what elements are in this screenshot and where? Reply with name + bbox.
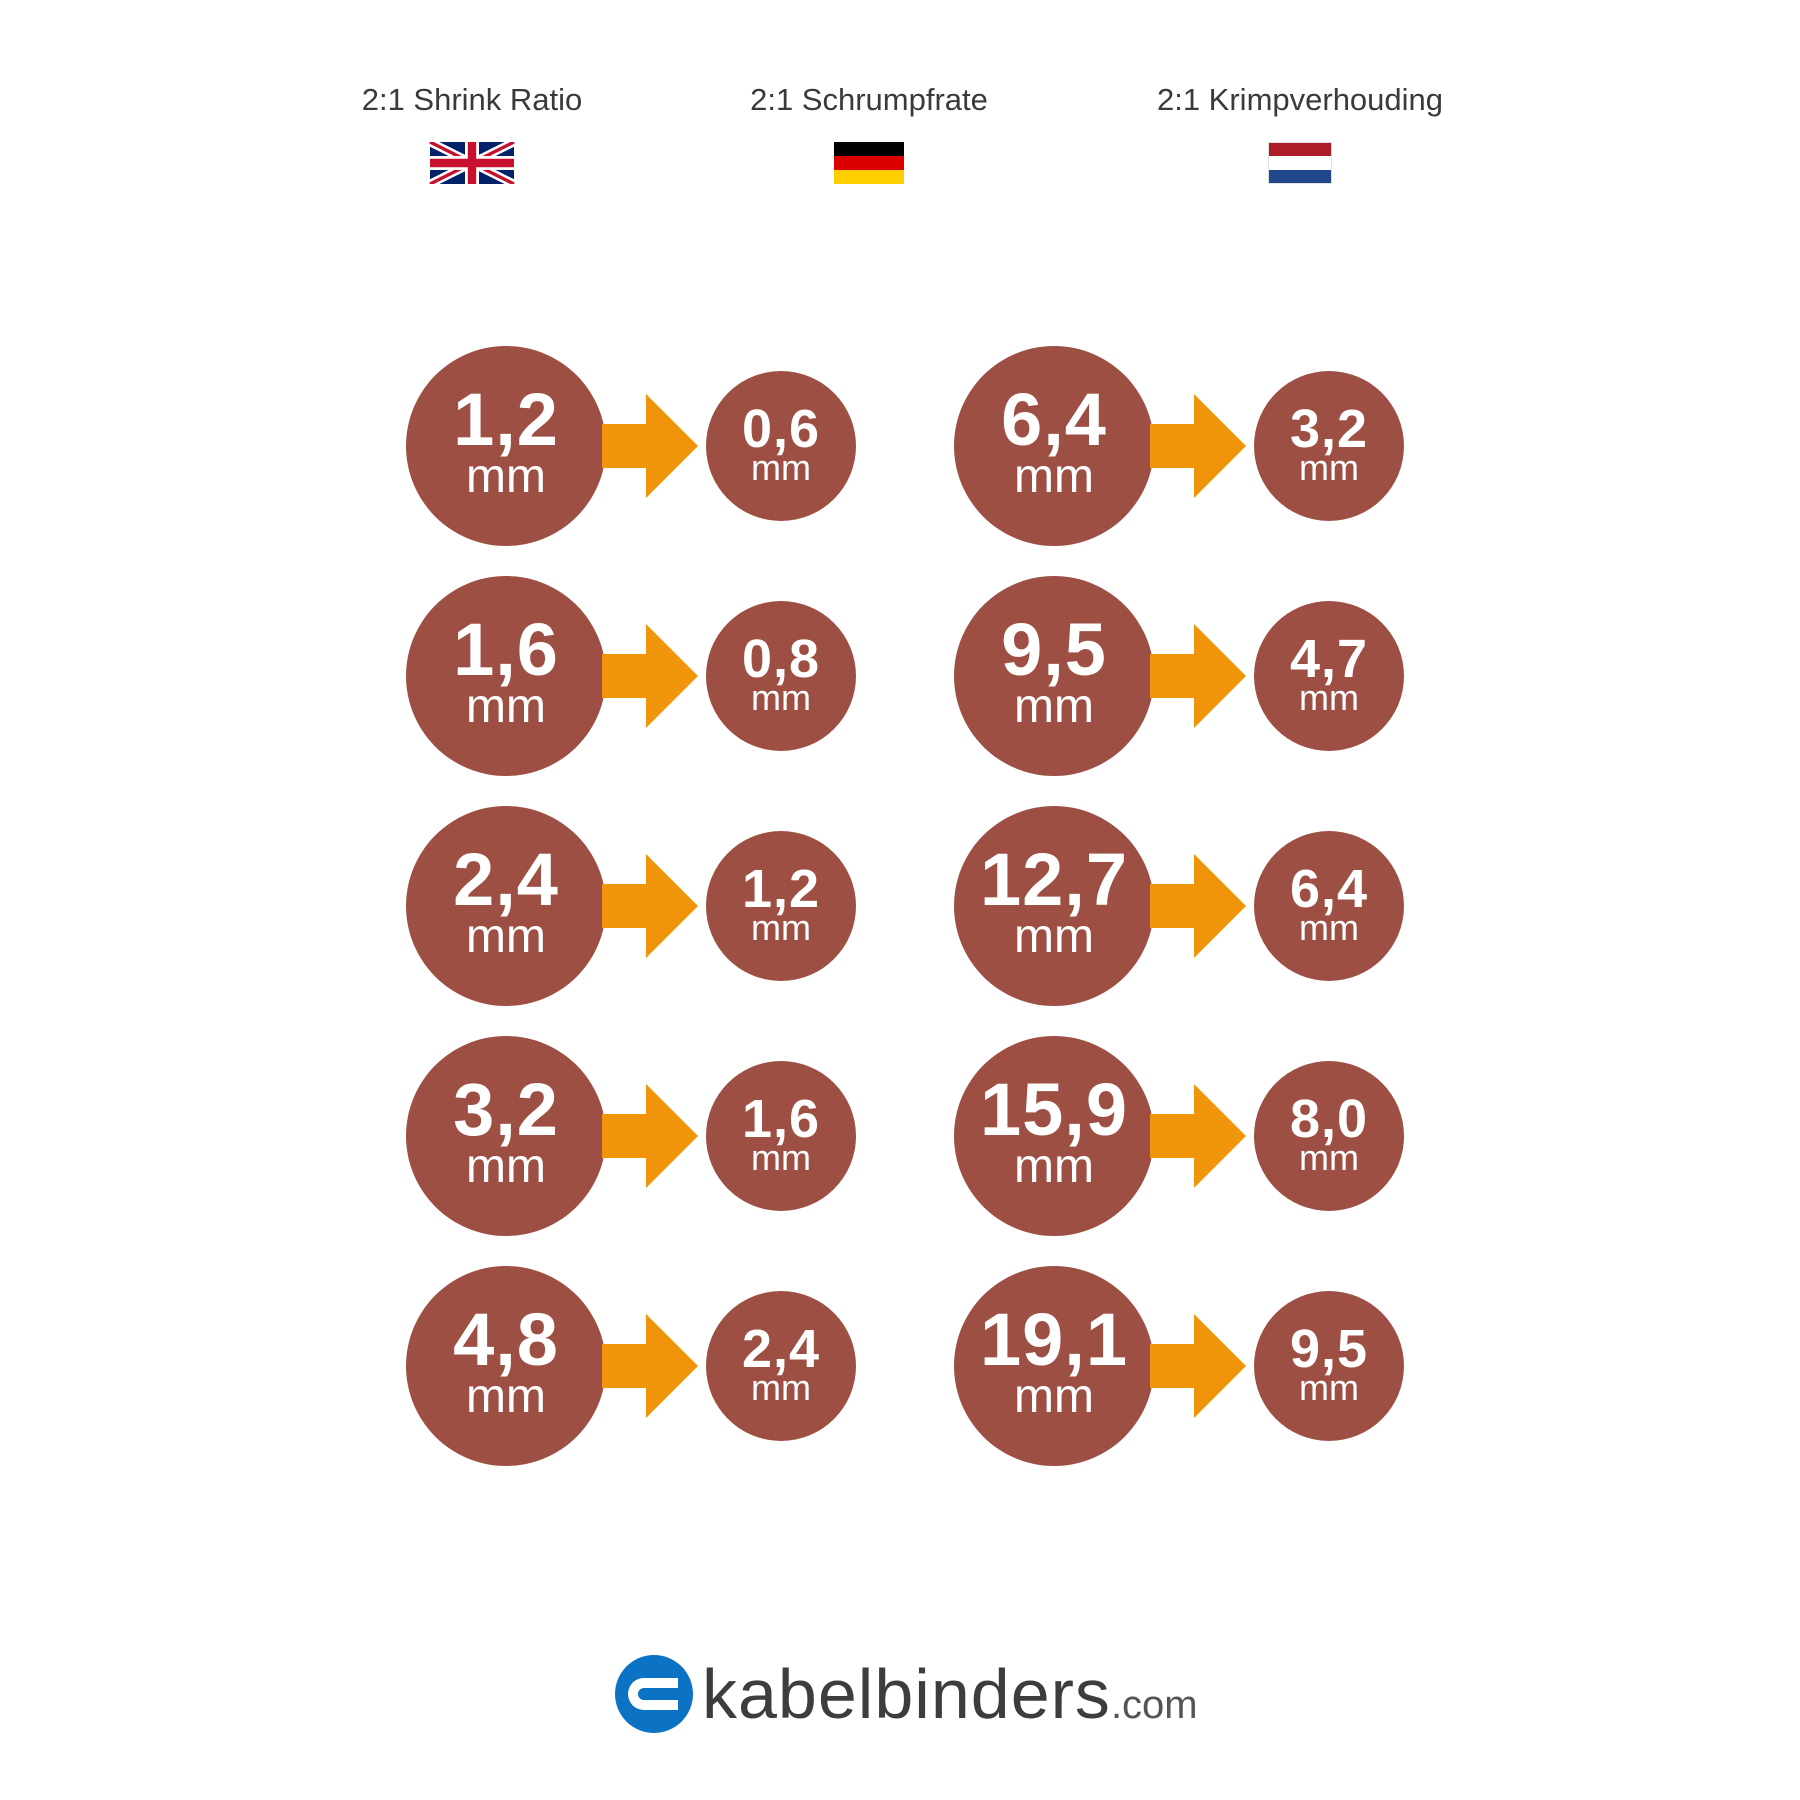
- shrunk-size-value: 8,0: [1289, 1089, 1369, 1149]
- original-size-unit: mm: [466, 1140, 546, 1193]
- shrunk-size-value: 1,2: [741, 859, 821, 919]
- shrunk-size-circle: 9,5 mm: [1254, 1291, 1404, 1441]
- shrunk-size-unit: mm: [1299, 1367, 1359, 1408]
- original-size-circle: 6,4 mm: [954, 346, 1154, 546]
- original-size-unit: mm: [466, 1370, 546, 1423]
- original-size-value: 12,7: [979, 838, 1129, 921]
- shrunk-size-value: 3,2: [1289, 399, 1369, 459]
- original-size-circle: 19,1 mm: [954, 1266, 1154, 1466]
- original-size-value: 1,2: [453, 378, 559, 461]
- shrunk-size-value: 9,5: [1289, 1319, 1369, 1379]
- shrunk-size-circle: 0,6 mm: [706, 371, 856, 521]
- size-pair: 15,9 mm 8,0 mm: [954, 1036, 1404, 1236]
- shrunk-size-circle: 8,0 mm: [1254, 1061, 1404, 1211]
- header-english: 2:1 Shrink Ratio: [272, 80, 672, 189]
- shrunk-size-circle: 6,4 mm: [1254, 831, 1404, 981]
- netherlands-flag-icon: [1268, 142, 1332, 184]
- shrunk-size-circle: 1,2 mm: [706, 831, 856, 981]
- header-title-german: 2:1 Schrumpfrate: [750, 82, 988, 117]
- original-size-circle: 1,6 mm: [406, 576, 606, 776]
- logo-name: kabelbinders: [702, 1655, 1111, 1733]
- header-title-dutch: 2:1 Krimpverhouding: [1156, 82, 1444, 117]
- size-pair: 6,4 mm 3,2 mm: [954, 346, 1404, 546]
- original-size-unit: mm: [1014, 680, 1094, 733]
- size-pair: 4,8 mm 2,4 mm: [406, 1266, 856, 1466]
- shrunk-size-unit: mm: [751, 447, 811, 488]
- size-pair: 2,4 mm 1,2 mm: [406, 806, 856, 1006]
- arrow-right-icon: [1150, 624, 1246, 728]
- original-size-circle: 9,5 mm: [954, 576, 1154, 776]
- original-size-unit: mm: [1014, 450, 1094, 503]
- shrunk-size-unit: mm: [751, 677, 811, 718]
- original-size-unit: mm: [1014, 1140, 1094, 1193]
- original-size-value: 1,6: [453, 608, 559, 691]
- arrow-right-icon: [602, 854, 698, 958]
- original-size-circle: 4,8 mm: [406, 1266, 606, 1466]
- shrunk-size-circle: 1,6 mm: [706, 1061, 856, 1211]
- shrunk-size-unit: mm: [1299, 677, 1359, 718]
- shrunk-size-value: 0,6: [741, 399, 821, 459]
- logo-tld: .com: [1110, 1683, 1198, 1727]
- arrow-right-icon: [1150, 854, 1246, 958]
- original-size-unit: mm: [466, 450, 546, 503]
- kabelbinders-logo-icon: [615, 1655, 693, 1733]
- size-pair: 9,5 mm 4,7 mm: [954, 576, 1404, 776]
- uk-flag-icon: [429, 142, 515, 184]
- arrow-right-icon: [1150, 394, 1246, 498]
- shrunk-size-unit: mm: [1299, 447, 1359, 488]
- size-pair: 3,2 mm 1,6 mm: [406, 1036, 856, 1236]
- original-size-value: 4,8: [453, 1298, 559, 1381]
- original-size-value: 2,4: [453, 838, 559, 921]
- original-size-value: 6,4: [1001, 378, 1107, 461]
- original-size-unit: mm: [1014, 910, 1094, 963]
- shrunk-size-unit: mm: [751, 1137, 811, 1178]
- size-pair: 12,7 mm 6,4 mm: [954, 806, 1404, 1006]
- original-size-circle: 15,9 mm: [954, 1036, 1154, 1236]
- shrunk-size-unit: mm: [751, 907, 811, 948]
- header-german: 2:1 Schrumpfrate: [669, 80, 1069, 189]
- shrunk-size-unit: mm: [751, 1367, 811, 1408]
- shrunk-size-value: 6,4: [1289, 859, 1369, 919]
- shrunk-size-circle: 2,4 mm: [706, 1291, 856, 1441]
- arrow-right-icon: [602, 624, 698, 728]
- original-size-value: 9,5: [1001, 608, 1107, 691]
- original-size-value: 19,1: [979, 1298, 1129, 1381]
- size-pair: 1,6 mm 0,8 mm: [406, 576, 856, 776]
- arrow-right-icon: [602, 1314, 698, 1418]
- shrunk-size-circle: 0,8 mm: [706, 601, 856, 751]
- shrunk-size-value: 4,7: [1289, 629, 1369, 689]
- shrunk-size-circle: 4,7 mm: [1254, 601, 1404, 751]
- size-pair: 1,2 mm 0,6 mm: [406, 346, 856, 546]
- original-size-circle: 2,4 mm: [406, 806, 606, 1006]
- size-pair: 19,1 mm 9,5 mm: [954, 1266, 1404, 1466]
- original-size-circle: 3,2 mm: [406, 1036, 606, 1236]
- arrow-right-icon: [602, 1084, 698, 1188]
- arrow-right-icon: [1150, 1084, 1246, 1188]
- germany-flag-icon: [834, 142, 904, 184]
- arrow-right-icon: [1150, 1314, 1246, 1418]
- original-size-value: 15,9: [979, 1068, 1129, 1151]
- original-size-value: 3,2: [453, 1068, 559, 1151]
- shrunk-size-value: 0,8: [741, 629, 821, 689]
- shrunk-size-value: 2,4: [741, 1319, 821, 1379]
- shrunk-size-value: 1,6: [741, 1089, 821, 1149]
- header-dutch: 2:1 Krimpverhouding: [1100, 80, 1500, 189]
- original-size-unit: mm: [466, 910, 546, 963]
- original-size-circle: 12,7 mm: [954, 806, 1154, 1006]
- shrunk-size-unit: mm: [1299, 1137, 1359, 1178]
- shrunk-size-unit: mm: [1299, 907, 1359, 948]
- kabelbinders-logo: kabelbinders.com: [614, 1650, 1214, 1740]
- shrunk-size-circle: 3,2 mm: [1254, 371, 1404, 521]
- arrow-right-icon: [602, 394, 698, 498]
- original-size-circle: 1,2 mm: [406, 346, 606, 546]
- original-size-unit: mm: [1014, 1370, 1094, 1423]
- original-size-unit: mm: [466, 680, 546, 733]
- header-title-english: 2:1 Shrink Ratio: [361, 82, 583, 117]
